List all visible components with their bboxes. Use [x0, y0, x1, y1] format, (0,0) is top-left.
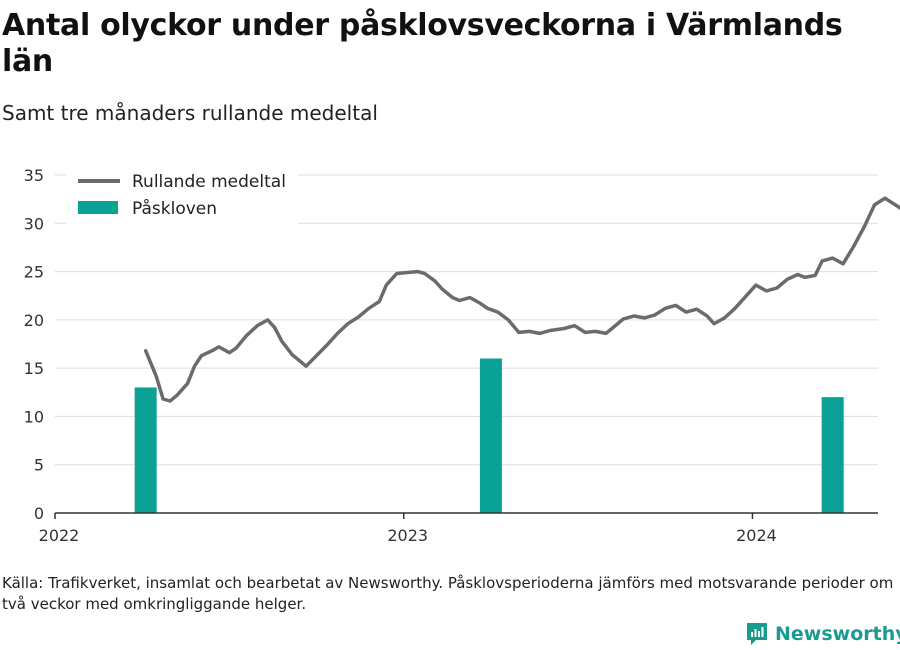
- chart-subtitle: Samt tre månaders rullande medeltal: [2, 101, 378, 125]
- chart-area: 0 5 10 15 20 25 30 35 2022 2023 2024 Rullande medel…: [24, 165, 900, 545]
- legend-swatch-bar: [78, 201, 118, 214]
- legend-label-bar: Påskloven: [132, 198, 217, 219]
- x-tick-label-2024: 2024: [736, 526, 777, 545]
- source-note: Källa: Trafikverket, insamlat och bearbe…: [2, 574, 894, 613]
- y-tick-label-15: 15: [24, 359, 44, 378]
- newsworthy-logo[interactable]: Newsworthy: [745, 619, 900, 649]
- y-tick-label-30: 30: [24, 214, 44, 233]
- legend-background: [66, 165, 298, 225]
- bar-1: [479, 358, 502, 513]
- legend-label-line: Rullande medeltal: [132, 172, 286, 192]
- x-tick-label-2022: 2022: [39, 526, 80, 545]
- y-tick-label-20: 20: [24, 311, 44, 330]
- y-tick-label-0: 0: [34, 504, 44, 523]
- y-tick-label-10: 10: [24, 407, 44, 426]
- y-tick-label-35: 35: [24, 166, 44, 185]
- y-tick-label-25: 25: [24, 263, 44, 282]
- chart-title: Antal olyckor under påsklovsveckorna i V…: [2, 8, 843, 79]
- rolling-average-line: [143, 196, 900, 403]
- bar-0: [134, 387, 157, 513]
- y-tick-label-5: 5: [34, 456, 44, 475]
- logo-text: Newsworthy: [775, 623, 900, 645]
- x-tick-label-2023: 2023: [387, 526, 428, 545]
- bar-2: [821, 397, 844, 513]
- newsworthy-logo-icon: [747, 623, 767, 645]
